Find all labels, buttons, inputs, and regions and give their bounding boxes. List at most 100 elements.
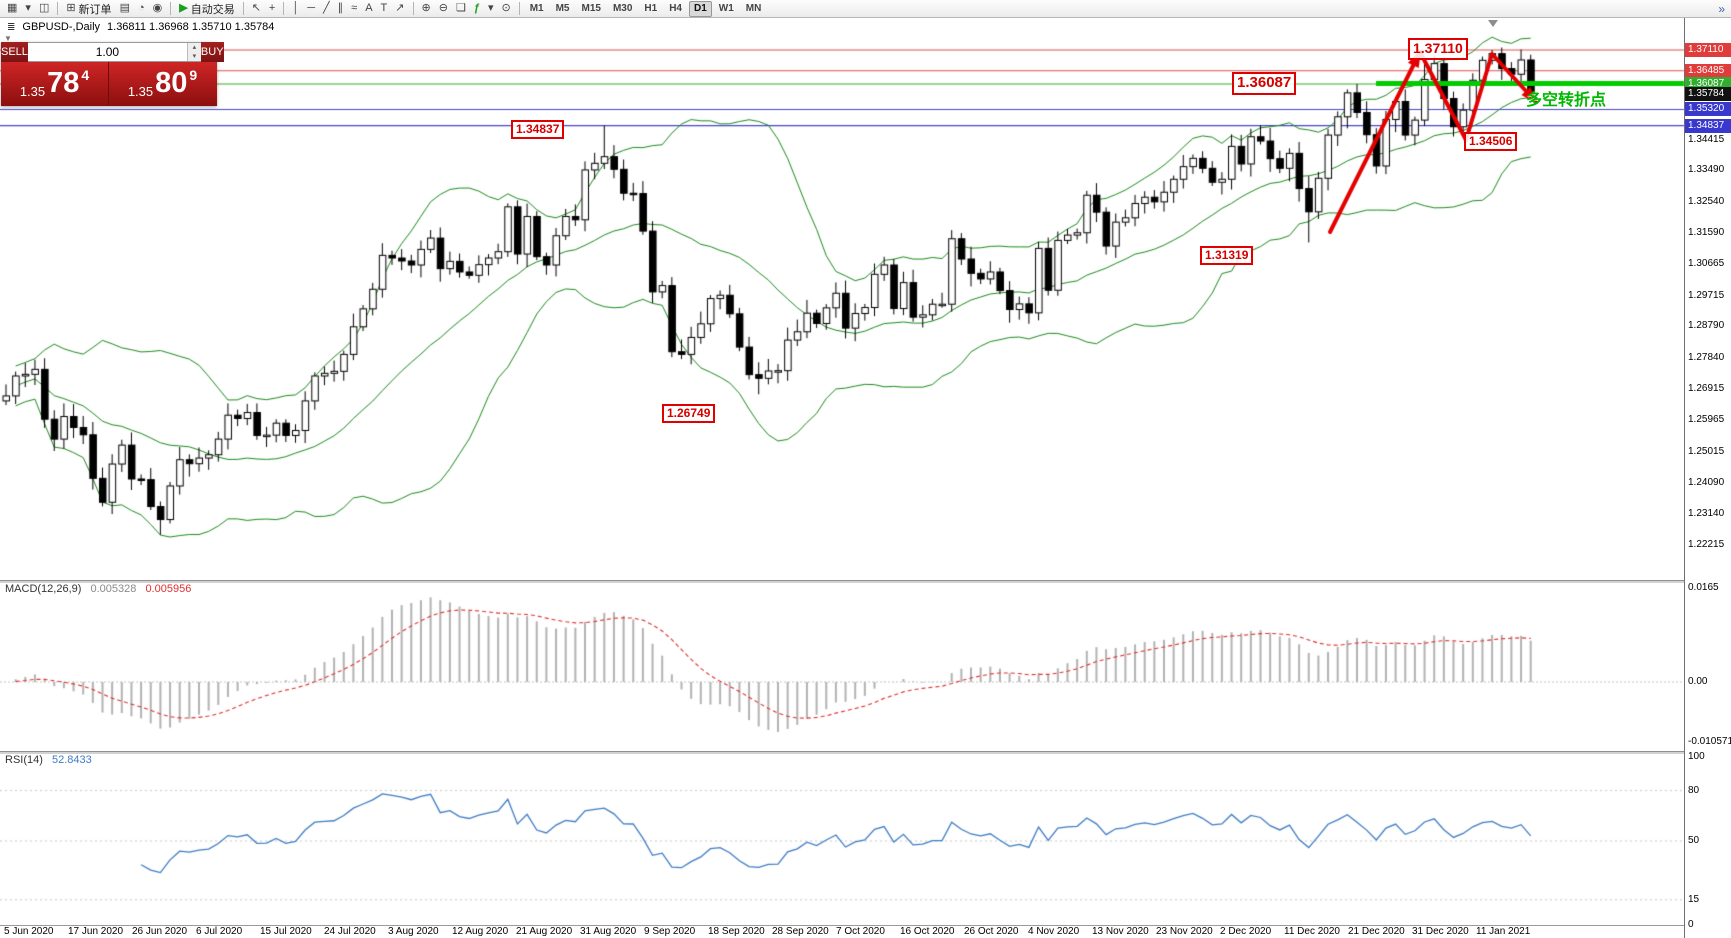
timeframe-m1-button[interactable]: M1 bbox=[529, 2, 544, 14]
date-axis-label: 5 Jun 2020 bbox=[4, 926, 54, 937]
objects-list-button[interactable]: ⊙ bbox=[497, 0, 514, 18]
strategy-tester-button[interactable]: ◔ bbox=[134, 0, 149, 18]
fibonacci-button[interactable]: ≈ bbox=[347, 0, 361, 18]
sell-price-base: 1.35 bbox=[19, 84, 46, 99]
macd-signal-value: 0.005956 bbox=[145, 583, 192, 595]
toolbar-separator bbox=[170, 2, 172, 15]
rsi-panel-separator[interactable] bbox=[0, 751, 1731, 754]
price-axis-label: 1.22215 bbox=[1688, 538, 1725, 550]
price-axis[interactable]: 1.34415 1.33490 1.32540 1.31590 1.30665 1.297… bbox=[1685, 18, 1731, 938]
indicators-dropdown[interactable]: ▾ bbox=[484, 0, 498, 18]
price-axis-label: 1.27840 bbox=[1688, 352, 1725, 364]
rsi-axis-label: 100 bbox=[1688, 751, 1705, 762]
main-toolbar: ▦ ▾ ◫ ⊞ 新订单 ▤ ◔ ◉ ▶ 自动交易 ↖ + │ ─ ╱ ∥ ≈ A T ↗ ⊕ ⊖ ❏ ƒ ▾ ⊙ M1 M5 M15 M3… bbox=[0, 0, 1731, 18]
date-axis-label: 2 Dec 2020 bbox=[1220, 926, 1272, 937]
price-annotation[interactable]: 1.36087 bbox=[1232, 72, 1297, 95]
price-axis-label: 1.32540 bbox=[1688, 195, 1725, 207]
equidistant-channel-button[interactable]: ∥ bbox=[334, 0, 348, 18]
volume-increase-button[interactable]: ▴ bbox=[187, 43, 201, 52]
sell-price[interactable]: 1.35 78 4 bbox=[1, 62, 109, 106]
trendline-button-icon: ╱ bbox=[323, 2, 330, 14]
macd-panel-separator[interactable] bbox=[0, 580, 1731, 583]
arrows-button[interactable]: ↗ bbox=[391, 0, 408, 18]
price-annotation[interactable]: 1.26749 bbox=[662, 404, 716, 423]
price-annotation[interactable]: 1.37110 bbox=[1408, 38, 1468, 60]
zoom-in-button-icon: ⊕ bbox=[421, 2, 431, 14]
toolbar-separator bbox=[242, 2, 244, 15]
strategy-tester-button-icon: ◔ bbox=[137, 2, 145, 14]
date-axis-label: 3 Aug 2020 bbox=[388, 926, 439, 937]
chart-title: ≣ GBPUSD-,Daily 1.36811 1.36968 1.35710 … bbox=[7, 21, 274, 33]
price-axis-label: 1.31590 bbox=[1688, 227, 1725, 239]
date-axis-label: 28 Sep 2020 bbox=[772, 926, 829, 937]
autotrading-button-label: 自动交易 bbox=[190, 3, 235, 16]
indicators-button[interactable]: ƒ bbox=[470, 0, 484, 18]
volume-decrease-button[interactable]: ▾ bbox=[187, 52, 201, 61]
price-annotation[interactable]: 1.34837 bbox=[511, 120, 565, 139]
buy-price-pip: 9 bbox=[189, 67, 198, 83]
price-axis-label: 1.28790 bbox=[1688, 320, 1725, 332]
timeframe-w1-button[interactable]: W1 bbox=[718, 2, 734, 14]
date-axis-label: 7 Oct 2020 bbox=[836, 926, 885, 937]
timeframe-m30-button[interactable]: M30 bbox=[612, 2, 633, 14]
terminal-button-icon: ▤ bbox=[119, 2, 130, 14]
zoom-in-button[interactable]: ⊕ bbox=[418, 0, 435, 18]
arrows-button-icon: ↗ bbox=[395, 2, 405, 14]
price-annotation[interactable]: 1.31319 bbox=[1200, 246, 1254, 265]
timeframe-d1-button[interactable]: D1 bbox=[689, 0, 712, 17]
price-annotation[interactable]: 1.34506 bbox=[1464, 132, 1518, 151]
macd-axis-label: 0.00 bbox=[1688, 676, 1708, 687]
new-chart-dropdown[interactable]: ▾ bbox=[21, 0, 35, 18]
new-order-button-icon: ⊞ bbox=[66, 2, 76, 14]
timeframe-h1-button[interactable]: H1 bbox=[644, 2, 658, 14]
community-button[interactable]: ◉ bbox=[149, 0, 167, 18]
date-axis-label: 11 Jan 2021 bbox=[1476, 926, 1531, 937]
cursor-button[interactable]: ↖ bbox=[248, 0, 265, 18]
terminal-button[interactable]: ▤ bbox=[116, 0, 134, 18]
text-button[interactable]: A bbox=[361, 0, 376, 18]
price-axis-marker: 1.35320 bbox=[1685, 102, 1731, 117]
toolbar-separator bbox=[518, 2, 520, 15]
trendline-button[interactable]: ╱ bbox=[319, 0, 334, 18]
timeframe-m5-button[interactable]: M5 bbox=[555, 2, 570, 14]
tile-windows-button[interactable]: ❏ bbox=[452, 0, 470, 18]
buy-price-big: 80 bbox=[155, 67, 188, 99]
timeframe-h4-button[interactable]: H4 bbox=[669, 2, 682, 14]
autotrading-button[interactable]: ▶ 自动交易 bbox=[175, 0, 238, 18]
timeframe-m15-button[interactable]: M15 bbox=[581, 2, 601, 14]
profiles-button[interactable]: ◫ bbox=[35, 0, 53, 18]
horizontal-line-button-icon: ─ bbox=[307, 2, 316, 14]
date-axis[interactable]: 5 Jun 2020 17 Jun 2020 26 Jun 2020 6 Jul 20… bbox=[0, 926, 1684, 938]
rsi-axis-label: 15 bbox=[1688, 893, 1700, 905]
turning-point-note[interactable]: 多空转折点 bbox=[1526, 92, 1607, 109]
toolbar-overflow-button[interactable]: » bbox=[1718, 1, 1725, 16]
new-chart-button-icon: ▦ bbox=[7, 2, 18, 14]
date-axis-label: 11 Dec 2020 bbox=[1284, 926, 1340, 937]
zoom-out-button[interactable]: ⊖ bbox=[435, 0, 452, 18]
buy-button[interactable]: BUY bbox=[200, 42, 224, 62]
timeframe-mn-button[interactable]: MN bbox=[745, 2, 762, 14]
vertical-line-button[interactable]: │ bbox=[288, 0, 303, 18]
chart-shift-marker-icon[interactable] bbox=[1488, 20, 1498, 27]
autotrading-button-icon: ▶ bbox=[179, 2, 188, 14]
horizontal-line-button[interactable]: ─ bbox=[303, 0, 319, 18]
sell-button[interactable]: SELL bbox=[1, 42, 28, 62]
sell-price-big: 78 bbox=[47, 67, 80, 99]
new-chart-button[interactable]: ▦ bbox=[3, 0, 21, 18]
text-label-button[interactable]: T bbox=[377, 0, 392, 18]
date-axis-label: 24 Jul 2020 bbox=[324, 926, 376, 937]
date-axis-label: 21 Dec 2020 bbox=[1348, 926, 1405, 937]
volume-input[interactable] bbox=[27, 43, 187, 61]
one-click-collapse-button[interactable]: ▼ bbox=[4, 34, 12, 43]
macd-axis-label: -0.010571 bbox=[1688, 736, 1731, 748]
buy-price[interactable]: 1.35 80 9 bbox=[109, 62, 216, 106]
ohlc-label: 1.36811 1.36968 1.35710 1.35784 bbox=[107, 21, 275, 33]
new-order-button[interactable]: ⊞ 新订单 bbox=[62, 0, 115, 18]
crosshair-button[interactable]: + bbox=[265, 0, 279, 18]
toolbar-separator bbox=[57, 2, 59, 15]
fibonacci-button-icon: ≈ bbox=[351, 2, 358, 14]
price-axis-marker: 1.37110 bbox=[1685, 43, 1731, 57]
macd-axis-label: 0.0165 bbox=[1688, 581, 1719, 593]
price-axis-label: 1.25965 bbox=[1688, 414, 1725, 426]
